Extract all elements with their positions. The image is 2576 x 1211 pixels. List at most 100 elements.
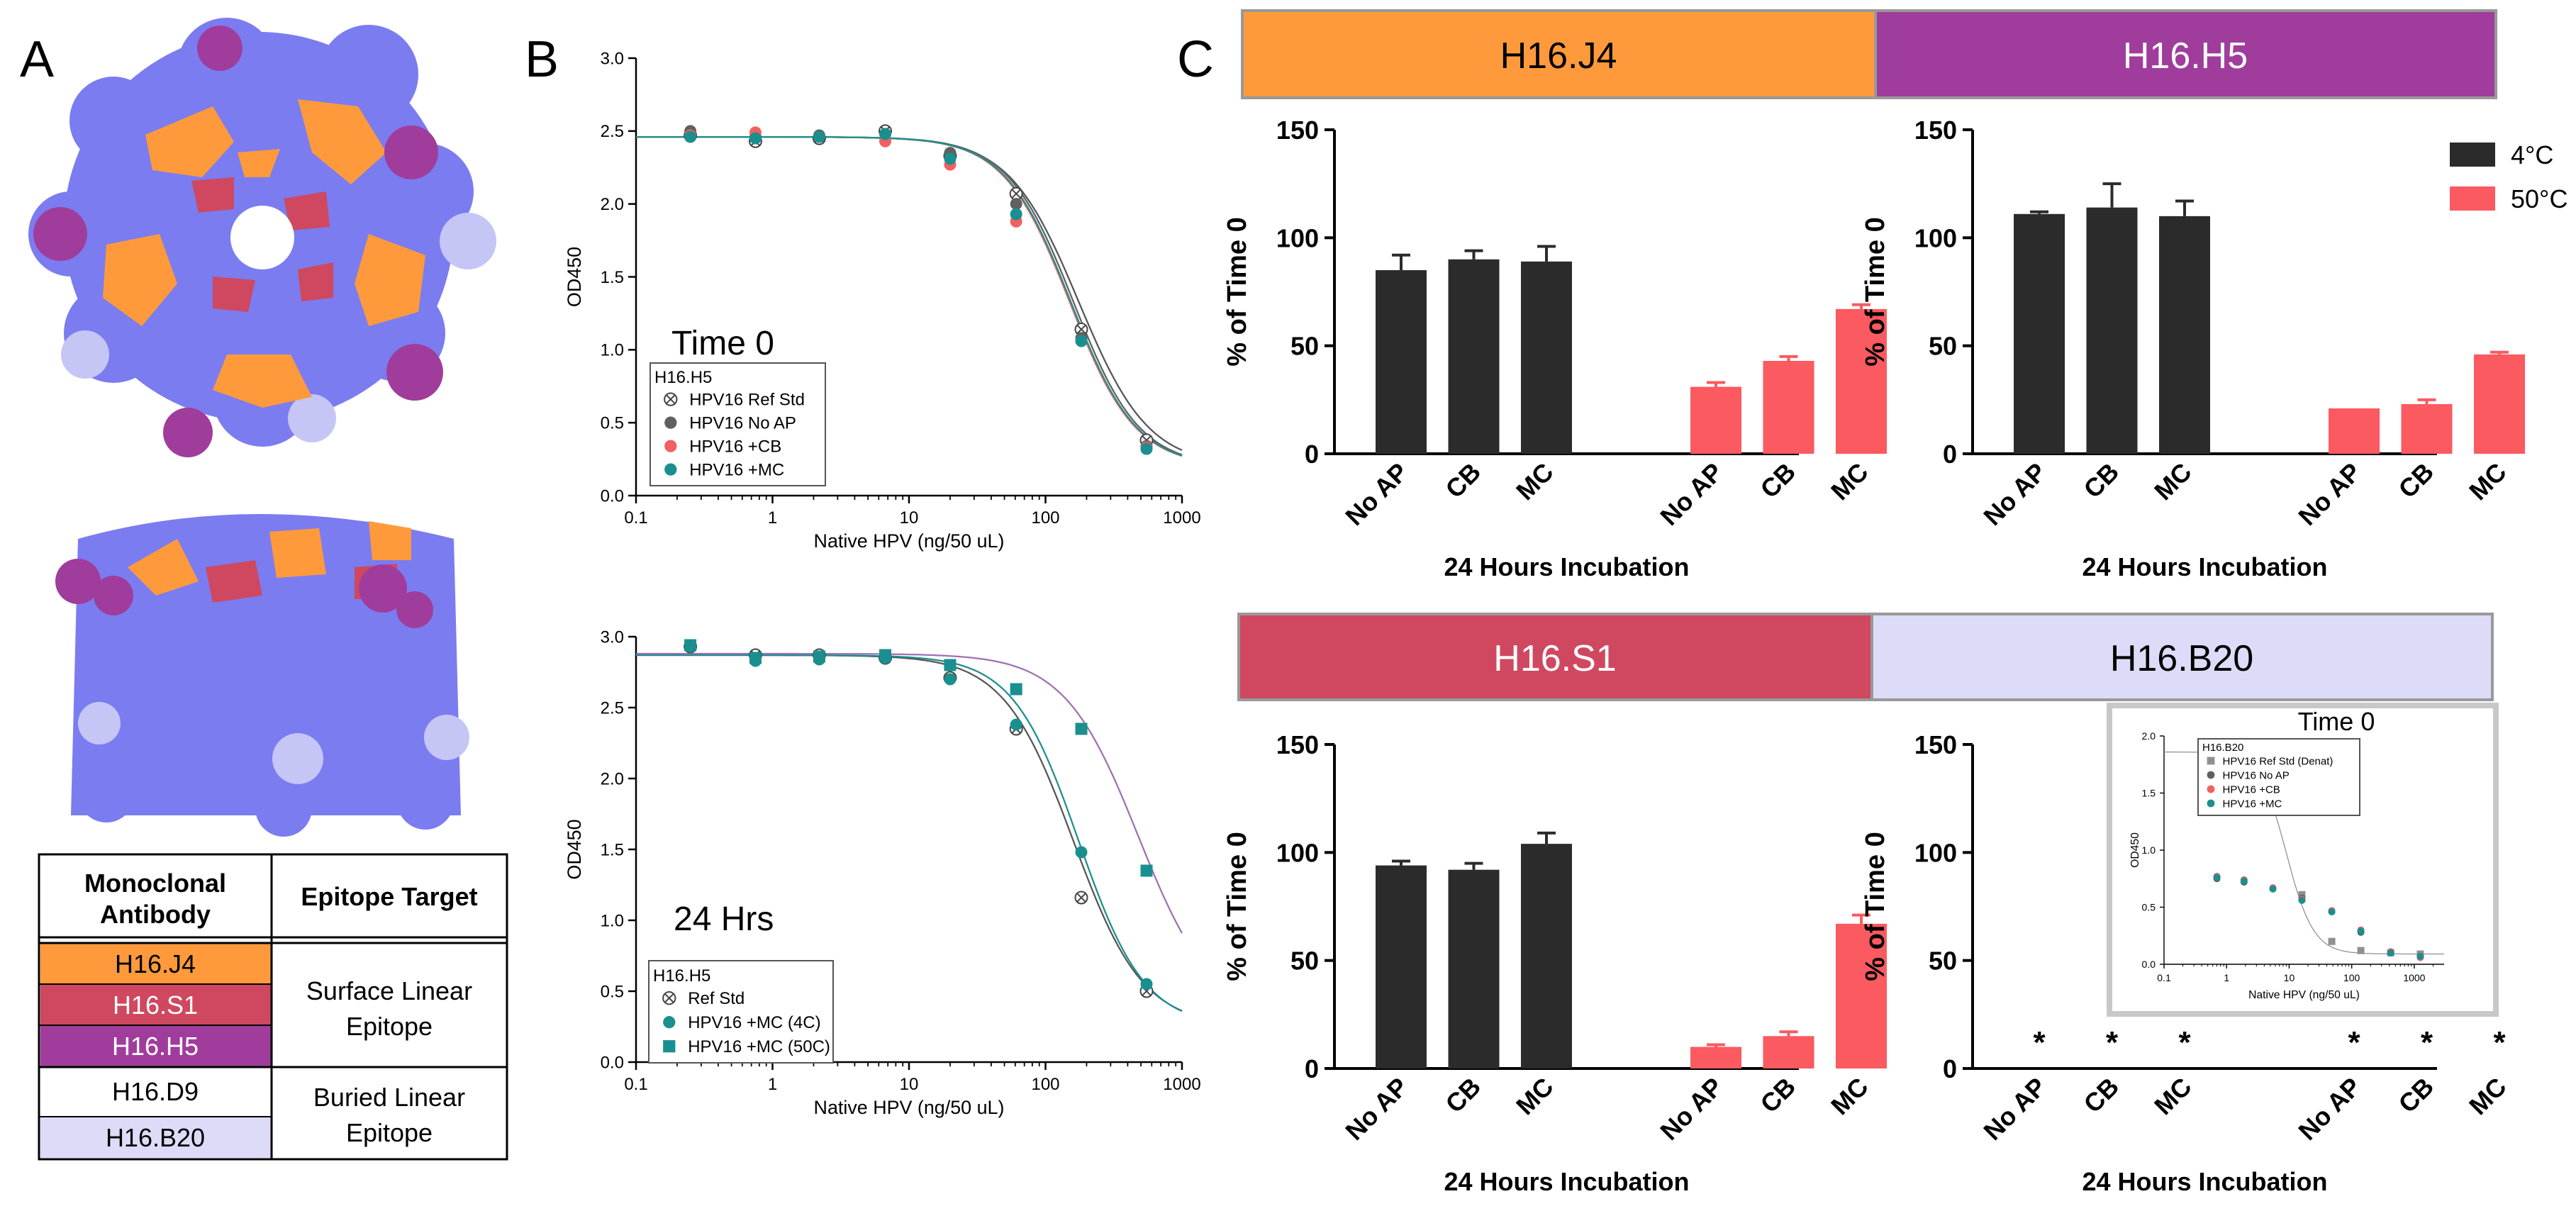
y-tick-label: 150 <box>1276 116 1319 145</box>
bar <box>2086 207 2138 454</box>
legend: H16.H5 Ref Std HPV16 +MC (4C) HPV16 +MC (50… <box>648 960 834 1064</box>
data-point <box>2213 874 2221 881</box>
bar <box>1376 270 1427 454</box>
y-tick-label: 100 <box>1276 838 1319 867</box>
bar <box>2401 403 2453 454</box>
legend-marker <box>663 1040 676 1053</box>
x-tick-label: 0.1 <box>624 1075 647 1094</box>
x-tick-label: 1 <box>2224 972 2229 983</box>
marker-cross <box>1076 893 1086 903</box>
bar <box>1836 923 1887 1068</box>
legend: H16.H5 HPV16 Ref Std HPV16 No AP HPV16 +CB H… <box>649 362 826 486</box>
legend-label: HPV16 +MC (50C) <box>688 1037 830 1056</box>
bar <box>1376 865 1427 1068</box>
data-point <box>2416 952 2424 960</box>
panel-label-b: B <box>525 31 559 88</box>
y-tick-label: 150 <box>1276 730 1319 759</box>
x-tick-label: 10 <box>900 508 919 528</box>
legend-marker <box>2207 757 2215 765</box>
legend-title: H16.H5 <box>654 368 712 387</box>
category-label: CB <box>2392 457 2439 504</box>
antibody-header-label: H16.S1 <box>1493 638 1616 679</box>
data-point <box>1075 722 1088 735</box>
y-tick-label: 2.0 <box>601 769 624 788</box>
bar <box>1763 1036 1814 1068</box>
legend-marker <box>2207 771 2215 779</box>
marker-cross <box>664 993 674 1003</box>
legend-label: HPV16 Ref Std <box>689 391 805 410</box>
x-tick-label: 10 <box>2284 972 2295 983</box>
data-point <box>944 673 957 686</box>
y-tick-label: 0.0 <box>601 1053 624 1072</box>
y-tick-label: 0 <box>1305 1054 1319 1083</box>
legend-label: 50°C <box>2511 184 2567 213</box>
data-point <box>944 659 957 671</box>
bar <box>1690 1047 1741 1068</box>
significance-marker: * <box>2106 1025 2119 1060</box>
y-axis-label: % of Time 0 <box>1222 832 1252 981</box>
category-label: MC <box>2463 1072 2512 1121</box>
category-label: MC <box>2463 457 2512 506</box>
category-label: No AP <box>1339 1072 1413 1146</box>
y-tick-label: 0.5 <box>2142 901 2156 913</box>
bar-chart-h16-h5: 0 50 100 150 % of Time 0 No AP CB MC No AP CB MC 24… <box>1861 116 2567 581</box>
table-cell-antibody: H16.S1 <box>113 990 198 1020</box>
y-tick-label: 100 <box>1914 223 1957 252</box>
y-tick-label: 1.5 <box>2142 787 2156 798</box>
legend-swatch <box>2450 143 2495 167</box>
legend-marker <box>664 416 677 429</box>
data-point <box>1140 978 1153 990</box>
y-tick-label: 100 <box>1914 838 1957 867</box>
y-tick-label: 0 <box>1305 440 1319 469</box>
data-point <box>1140 442 1153 455</box>
data-point <box>1075 846 1088 859</box>
data-point <box>1074 891 1088 905</box>
table-header-antibody: Monoclonal Antibody <box>84 869 226 929</box>
category-label: CB <box>1439 457 1486 504</box>
legend-box <box>2197 738 2360 816</box>
data-point <box>1075 335 1088 347</box>
x-axis-label: Native HPV (ng/50 uL) <box>814 1097 1005 1118</box>
category-label: MC <box>1510 1072 1559 1121</box>
legend-label: HPV16 +CB <box>2223 783 2280 796</box>
data-point <box>2357 927 2365 935</box>
y-tick-label: 50 <box>1929 947 1957 976</box>
legend-label: HPV16 Ref Std (Denat) <box>2223 755 2334 767</box>
y-tick-label: 0.5 <box>601 414 624 433</box>
y-tick-label: 0.0 <box>601 486 624 506</box>
fit-curve <box>636 654 1183 1012</box>
table-row-swatch <box>40 1117 271 1158</box>
y-tick-label: 3.0 <box>601 627 624 647</box>
bar <box>1521 261 1572 454</box>
dose-response-chart-24hrs: 0.0 0.5 1.0 1.5 2.0 2.5 3.0 0.1 1 10 100 1000 Native… <box>564 627 1201 1118</box>
legend-title: H16.B20 <box>2202 742 2243 754</box>
y-tick-label: 1.5 <box>601 268 624 287</box>
category-label: CB <box>1439 1072 1486 1119</box>
category-label: MC <box>1825 1072 1874 1121</box>
significance-marker: * <box>2348 1025 2360 1060</box>
x-axis-label: 24 Hours Incubation <box>1444 552 1689 581</box>
table-group-buried: Buried Linear Epitope <box>313 1083 465 1147</box>
antibody-header-label: H16.H5 <box>2123 35 2248 77</box>
y-axis-label: OD450 <box>2129 832 2141 868</box>
fit-curve <box>636 652 1183 934</box>
legend-label: HPV16 +CB <box>689 437 781 457</box>
y-tick-label: 2.5 <box>601 122 624 141</box>
y-axis-label: OD450 <box>564 819 585 879</box>
data-point <box>813 130 825 143</box>
fit-curve <box>636 654 1183 1012</box>
category-label: No AP <box>1339 457 1413 531</box>
x-tick-label: 1 <box>768 508 777 528</box>
y-tick-label: 50 <box>1290 332 1319 361</box>
y-tick-label: 150 <box>1914 116 1957 145</box>
data-point <box>2387 949 2394 956</box>
x-tick-label: 0.1 <box>624 508 647 528</box>
x-tick-label: 100 <box>1031 1075 1059 1094</box>
data-point <box>2328 908 2336 915</box>
y-tick-label: 0 <box>1943 440 1957 469</box>
y-tick-label: 0.0 <box>2142 959 2156 970</box>
data-point <box>1140 864 1153 877</box>
marker-cross <box>1011 189 1021 199</box>
legend-label: Ref Std <box>688 989 745 1008</box>
bar <box>2474 354 2525 454</box>
